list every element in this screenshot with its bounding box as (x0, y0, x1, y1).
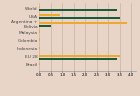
Bar (39, 6, 40, 8)
Bar (39, 22, 127, 24)
Bar (39, 38, 40, 41)
Bar (39, 30, 40, 33)
Bar (39, 58, 117, 60)
Bar (39, 63, 40, 65)
Bar (39, 25, 51, 27)
Bar (39, 14, 60, 16)
Bar (39, 17, 120, 19)
Bar (39, 9, 117, 11)
Bar (39, 47, 40, 49)
Bar (39, 55, 120, 57)
